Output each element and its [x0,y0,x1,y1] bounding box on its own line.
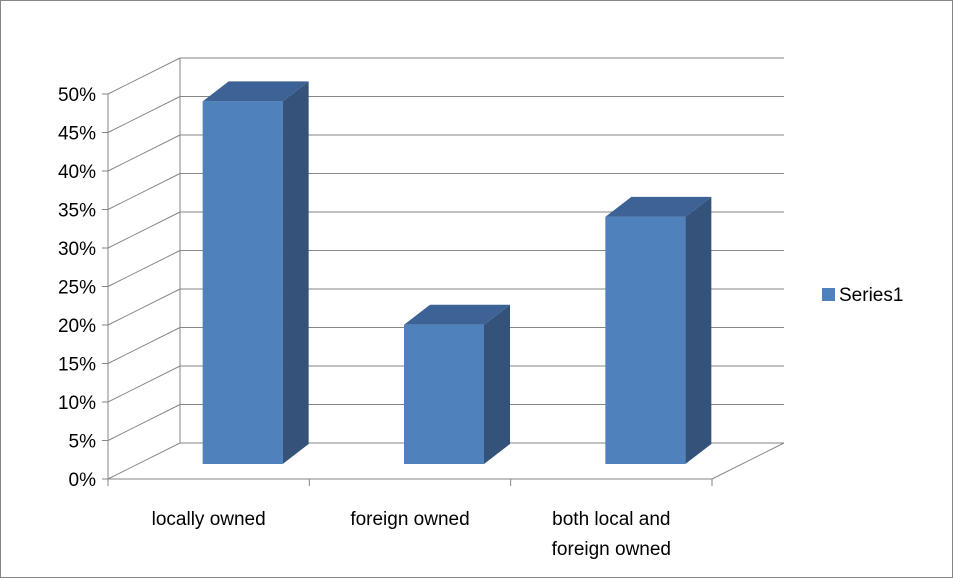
bar-side [282,81,309,465]
bar-side [685,196,712,464]
bar [202,81,309,465]
legend-swatch [822,288,835,301]
bars [202,81,712,465]
bar-front [605,216,686,464]
gridline-diagonal [107,57,181,95]
x-axis-tick-labels: locally owned foreign owned both local and… [107,479,713,560]
legend: Series1 [822,285,903,306]
bar-top [202,81,309,102]
y-tick-label: 20% [58,316,96,337]
x-tick-label: both local and [552,509,670,530]
gridline-diagonal [107,327,181,364]
gridline-diagonal [107,404,181,441]
x-tick-label: foreign owned [350,509,469,530]
y-tick-label: 50% [58,85,96,106]
gridline-diagonal [107,96,181,133]
gridline-diagonal [107,173,181,210]
bar [605,196,712,464]
legend-label: Series1 [839,285,903,306]
y-tick-label: 25% [58,278,96,299]
y-tick-label: 10% [58,393,96,414]
y-tick-label: 0% [69,470,97,491]
gridline-diagonal [107,250,181,287]
gridline-diagonal [107,134,181,172]
gridline-diagonal [107,288,181,326]
bar [404,304,510,464]
y-tick-label: 35% [58,201,96,222]
y-tick-label: 40% [58,162,96,183]
bar-front [202,101,283,465]
bar-side [484,304,510,464]
y-tick-label: 15% [58,355,96,376]
y-tick-label: 30% [58,239,96,260]
x-tick-label: locally owned [152,509,266,530]
y-tick-label: 5% [69,432,97,453]
bar-front [404,324,484,464]
bar-top [605,196,712,217]
gridline-diagonal [107,365,181,403]
gridline-diagonal [107,211,181,249]
y-axis-tick-labels: 0% 5% 10% 15% 20% 25% 30% 35% 40% 45% 50% [58,85,96,491]
bar-top [404,304,510,325]
y-tick-label: 45% [58,124,96,145]
x-tick-label: foreign owned [552,539,671,560]
